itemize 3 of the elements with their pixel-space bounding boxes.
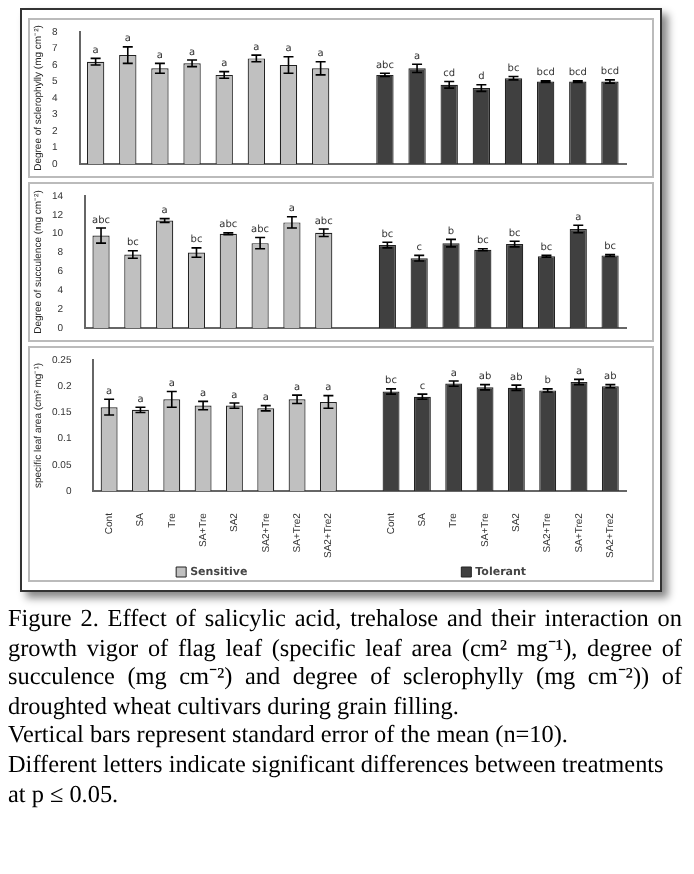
text: Different letters indicate significant differences between treatments at p ≤ 0.05. (8, 749, 666, 809)
text: Vertical bars represent standard error of the mean (n=10). (8, 720, 570, 750)
caption: Figure 2. Effect of salicylic acid, trehalose and their interaction on growth vigor of flag leaf (specific leaf area (cm² mg⁻¹), degree of succulence (mg cm⁻²) and degree of sclerophylly (mg cm⁻²)) of droughted wheat cultivars during grain filling. (8, 604, 682, 721)
